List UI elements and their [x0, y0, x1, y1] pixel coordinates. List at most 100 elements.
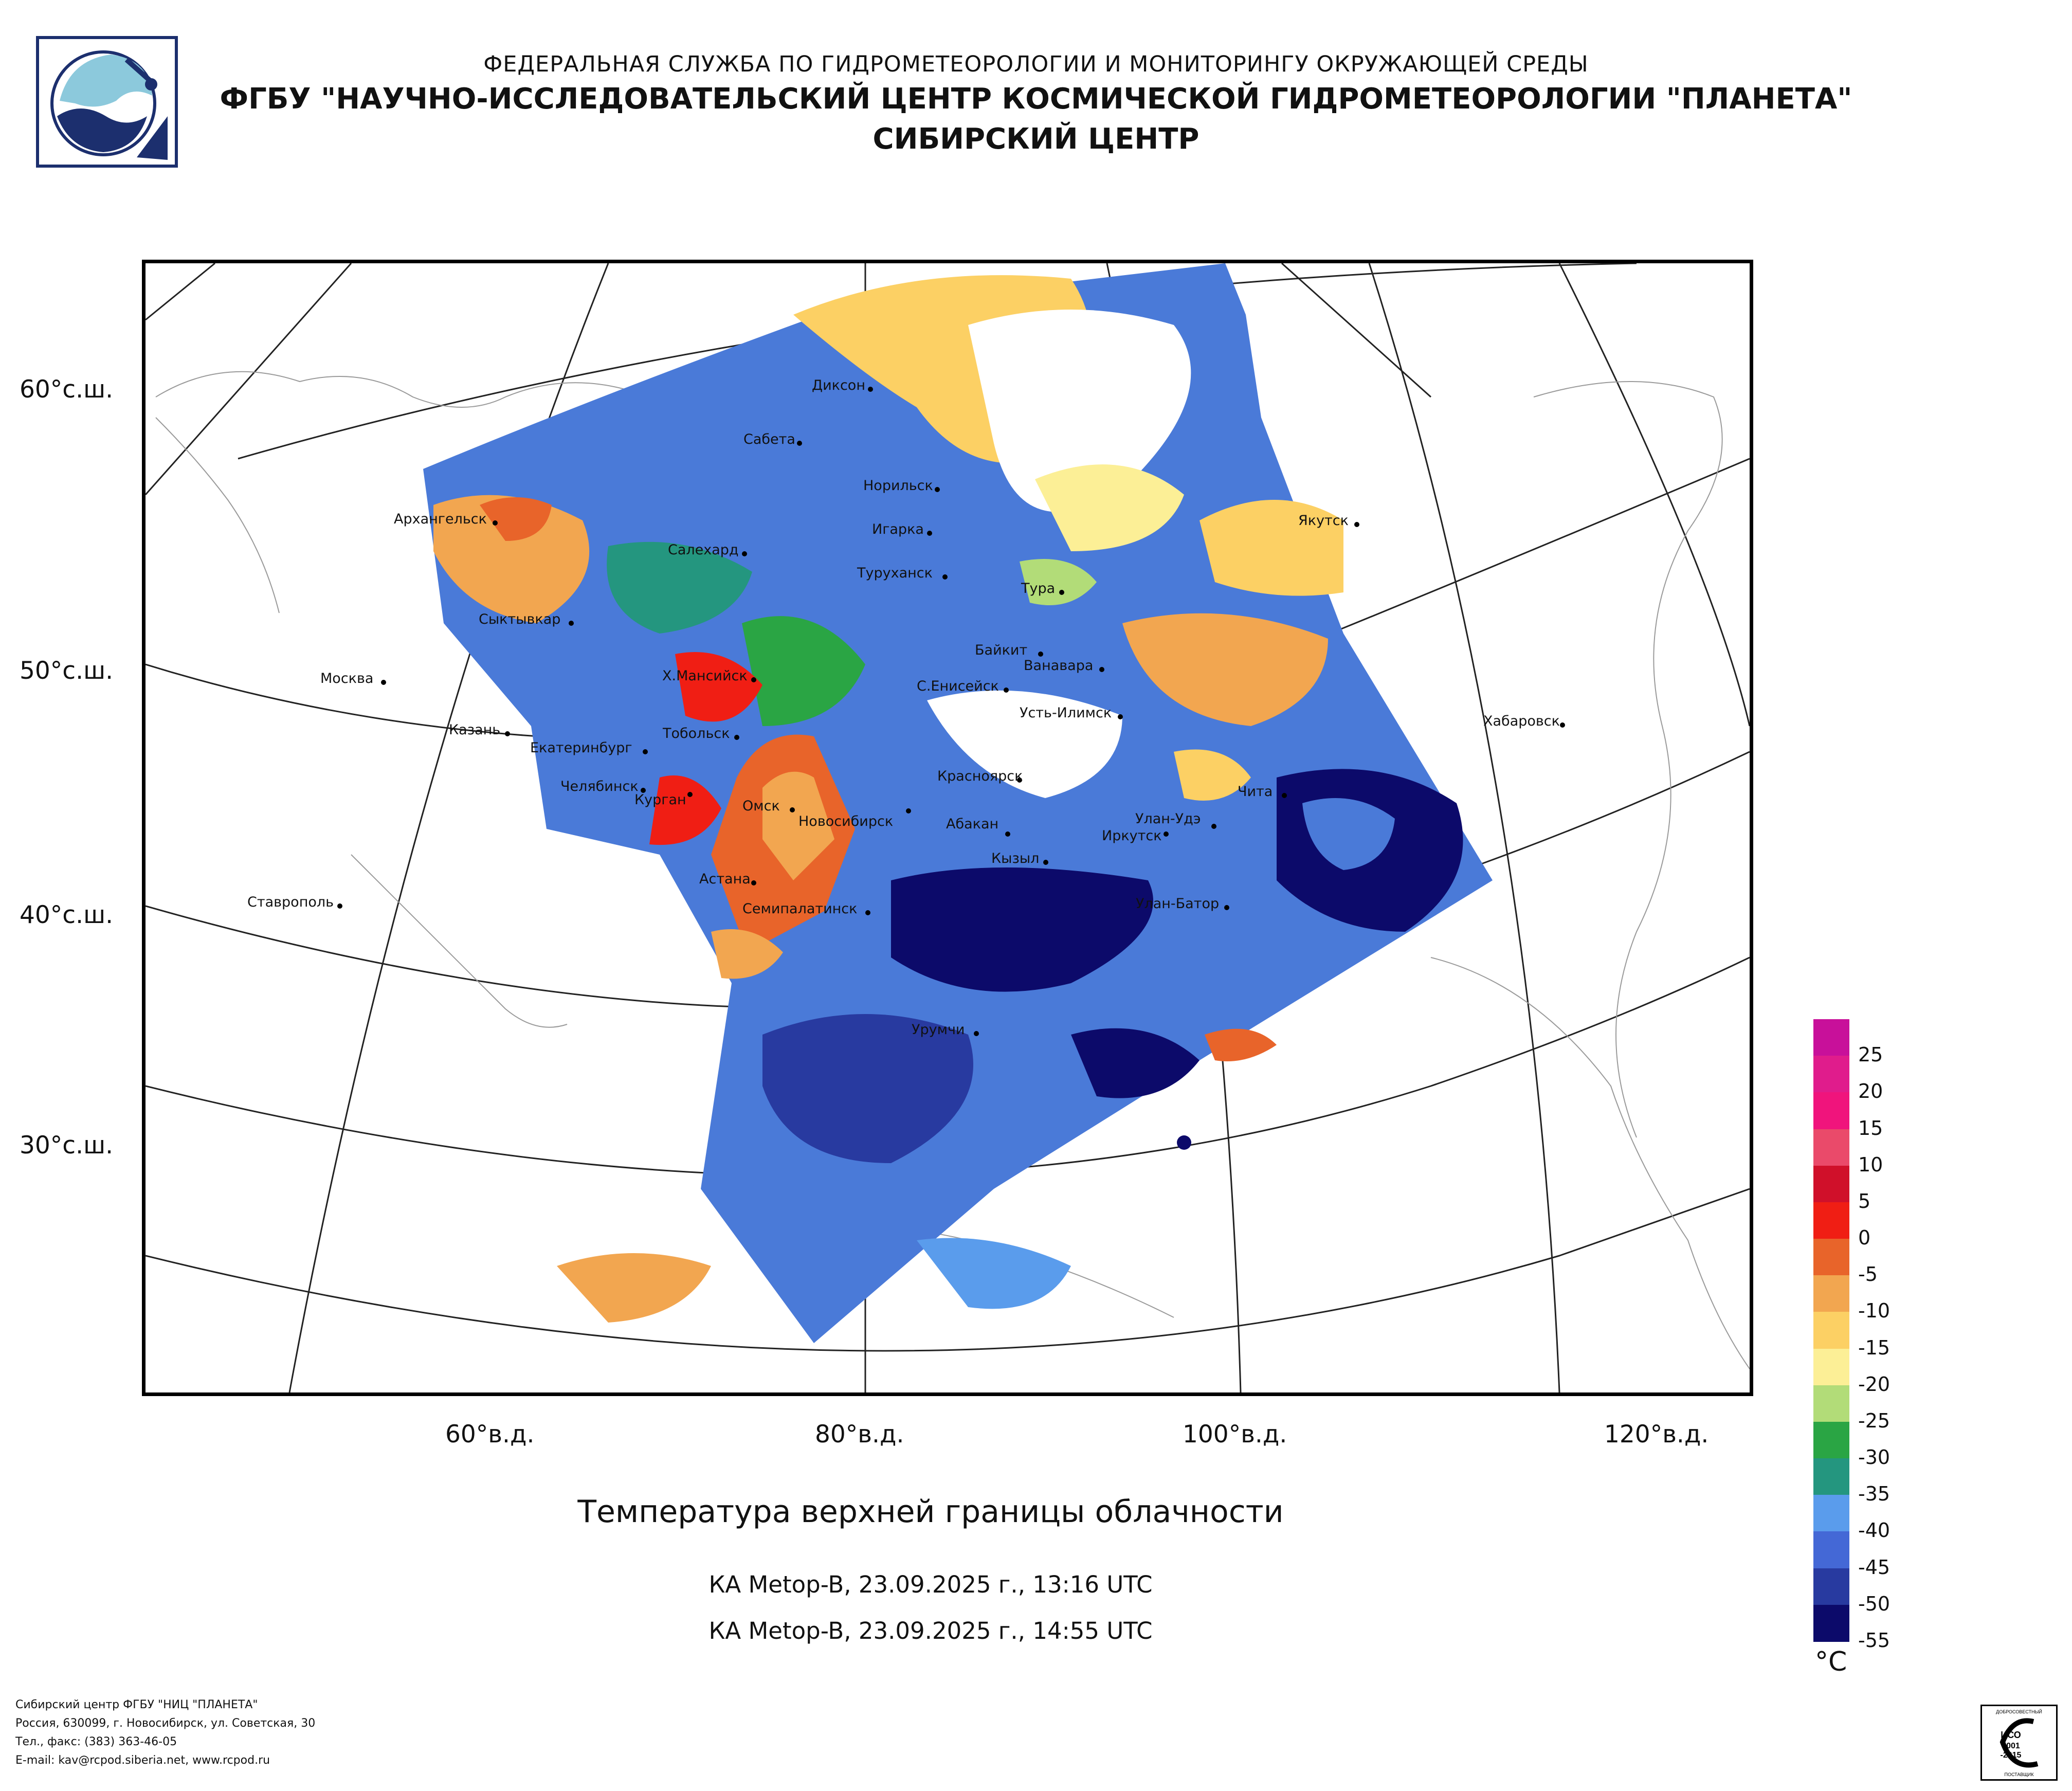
header-center: СИБИРСКИЙ ЦЕНТР	[873, 122, 1199, 156]
map-title: Температура верхней границы облачности	[577, 1494, 1284, 1530]
legend-swatch	[1813, 1092, 1849, 1130]
lon-label: 80°в.д.	[815, 1420, 904, 1449]
city-label: Сыктывкар	[479, 611, 561, 627]
legend-swatch	[1813, 1531, 1849, 1569]
city-label: Усть-Илимск	[1020, 705, 1112, 721]
iso-top: ДОБРОСОВЕСТНЫЙ	[1996, 1709, 2042, 1714]
city-label: Норильск	[863, 478, 933, 494]
iso-mid2: 9001	[2002, 1742, 2020, 1750]
legend-swatch	[1813, 1458, 1849, 1496]
legend-tick-label: -30	[1858, 1446, 1891, 1469]
legend-swatch	[1813, 1129, 1849, 1166]
city-label: Игарка	[872, 521, 924, 537]
legend-swatch	[1813, 1385, 1849, 1422]
legend-tick-label: -50	[1858, 1592, 1891, 1615]
city-label: Семипалатинск	[742, 901, 858, 917]
legend-tick-label: -35	[1858, 1482, 1891, 1506]
cloud-top-temperature-map: Диксон Сабета Норильск Архангельск Салех…	[142, 260, 1753, 1396]
legend-swatch	[1813, 1568, 1849, 1605]
lon-label: 60°в.д.	[445, 1420, 535, 1449]
city-label: Красноярск	[937, 768, 1023, 784]
legend-swatch	[1813, 1019, 1849, 1057]
lon-label: 120°в.д.	[1604, 1420, 1709, 1449]
lat-label: 60°с.ш.	[20, 375, 114, 404]
legend-unit: °C	[1815, 1647, 1847, 1677]
iso-badge: ДОБРОСОВЕСТНЫЙ ИСО 9001 -2015 ПОСТАВЩИК	[1980, 1705, 2058, 1781]
city-label: Чита	[1238, 784, 1273, 800]
city-label: Иркутск	[1102, 828, 1162, 844]
legend-swatch	[1813, 1056, 1849, 1093]
city-label: Улан-Батор	[1136, 896, 1220, 912]
legend-tick-label: 10	[1858, 1153, 1883, 1176]
city-label: Урумчи	[912, 1022, 965, 1038]
legend-swatch	[1813, 1495, 1849, 1532]
city-label: Якутск	[1298, 513, 1349, 529]
city-label: Ванавара	[1024, 658, 1094, 674]
legend-tick-label: -25	[1858, 1409, 1891, 1432]
legend-tick-label: -55	[1858, 1629, 1891, 1652]
footer-line: Тел., факс: (383) 363-46-05	[15, 1735, 177, 1748]
legend-swatch	[1813, 1165, 1849, 1203]
city-label: Диксон	[812, 377, 865, 393]
lat-label: 30°с.ш.	[20, 1131, 114, 1160]
legend-tick-label: -20	[1858, 1372, 1891, 1396]
city-label: Кызыл	[991, 851, 1040, 866]
city-label: Сабета	[743, 431, 795, 447]
legend-tick-label: 20	[1858, 1080, 1883, 1103]
city-label: Курган	[634, 792, 686, 808]
city-label: Новосибирск	[798, 813, 894, 829]
city-label: Екатеринбург	[530, 740, 632, 756]
iso-mid1: ИСО	[2001, 1730, 2021, 1740]
cloud-swath	[423, 263, 1493, 1343]
legend-swatch	[1813, 1202, 1849, 1240]
legend-tick-label: -10	[1858, 1299, 1891, 1323]
legend-tick-label: -15	[1858, 1336, 1891, 1359]
legend-swatch	[1813, 1239, 1849, 1276]
planeta-logo	[36, 36, 178, 168]
legend-tick-label: 25	[1858, 1043, 1883, 1066]
iso-bottom: ПОСТАВЩИК	[2004, 1772, 2034, 1777]
header-agency: ФЕДЕРАЛЬНАЯ СЛУЖБА ПО ГИДРОМЕТЕОРОЛОГИИ …	[483, 51, 1589, 77]
city-label: Москва	[320, 671, 374, 686]
city-markers	[337, 387, 1565, 1036]
city-label: Омск	[742, 798, 780, 814]
city-label: Челябинск	[560, 779, 639, 794]
city-label: Улан-Удэ	[1135, 811, 1201, 827]
city-label: Астана	[699, 871, 751, 887]
footer-line: Сибирский центр ФГБУ "НИЦ "ПЛАНЕТА"	[15, 1698, 258, 1711]
city-label: Салехард	[668, 542, 739, 558]
legend-swatch	[1813, 1312, 1849, 1349]
city-label: Тура	[1021, 581, 1056, 596]
footer-line: Россия, 630099, г. Новосибирск, ул. Сове…	[15, 1717, 316, 1730]
legend-tick-label: -5	[1858, 1263, 1878, 1286]
city-label: Туруханск	[857, 565, 933, 581]
city-label: Байкит	[975, 642, 1028, 658]
city-label: Казань	[449, 722, 501, 738]
legend-tick-label: 15	[1858, 1116, 1883, 1139]
city-label: Абакан	[946, 816, 999, 832]
color-legend	[1813, 1019, 1849, 1642]
legend-swatch	[1813, 1275, 1849, 1313]
city-label: Х.Мансийск	[662, 668, 748, 684]
city-label: Ставрополь	[247, 894, 334, 910]
city-label: Тобольск	[663, 726, 730, 741]
legend-swatch	[1813, 1421, 1849, 1459]
legend-tick-label: -45	[1858, 1555, 1891, 1579]
legend-swatch	[1813, 1604, 1849, 1642]
city-label: Архангельск	[394, 511, 487, 527]
footer-contacts: Сибирский центр ФГБУ "НИЦ "ПЛАНЕТА" Росс…	[15, 1696, 315, 1770]
legend-tick-label: 0	[1858, 1226, 1871, 1250]
lon-label: 100°в.д.	[1183, 1420, 1287, 1449]
legend-swatch	[1813, 1348, 1849, 1386]
pass-1: КА Metop-B, 23.09.2025 г., 13:16 UTC	[708, 1571, 1153, 1598]
legend-tick-label: -40	[1858, 1519, 1891, 1542]
city-label: С.Енисейск	[917, 678, 999, 694]
legend-tick-label: 5	[1858, 1189, 1871, 1213]
header-institute: ФГБУ "НАУЧНО-ИССЛЕДОВАТЕЛЬСКИЙ ЦЕНТР КОС…	[220, 82, 1852, 116]
pass-2: КА Metop-B, 23.09.2025 г., 14:55 UTC	[708, 1617, 1153, 1644]
iso-mid3: -2015	[2001, 1751, 2022, 1760]
lat-label: 50°с.ш.	[20, 657, 114, 685]
footer-line: E-mail: kav@rcpod.siberia.net, www.rcpod…	[15, 1754, 270, 1767]
city-label: Хабаровск	[1483, 713, 1560, 729]
lat-label: 40°с.ш.	[20, 901, 114, 929]
